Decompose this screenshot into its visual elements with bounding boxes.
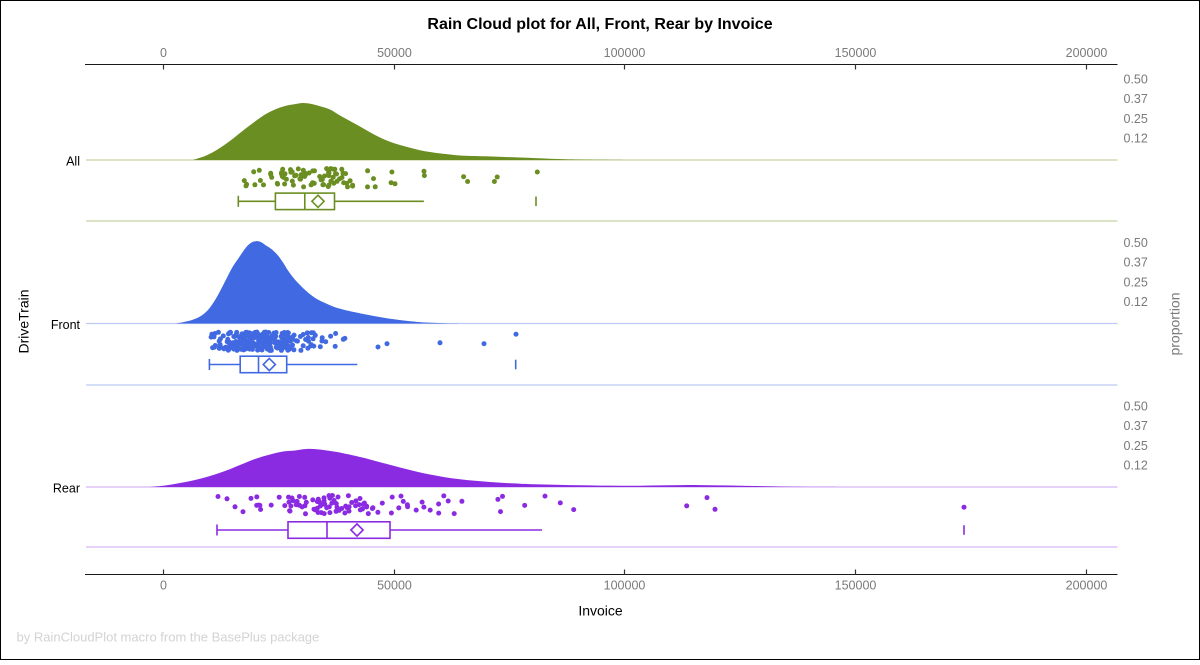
- svg-text:0.37: 0.37: [1124, 92, 1148, 106]
- svg-text:0.25: 0.25: [1124, 112, 1148, 126]
- svg-text:200000: 200000: [1066, 579, 1108, 593]
- svg-text:proportion: proportion: [1167, 292, 1183, 355]
- svg-text:Rear: Rear: [53, 481, 80, 495]
- svg-text:0.37: 0.37: [1124, 256, 1148, 270]
- svg-text:0: 0: [160, 46, 167, 60]
- svg-text:0.50: 0.50: [1124, 73, 1148, 87]
- svg-text:0.37: 0.37: [1124, 419, 1148, 433]
- svg-text:50000: 50000: [377, 46, 412, 60]
- svg-text:Invoice: Invoice: [578, 603, 623, 619]
- svg-text:0.25: 0.25: [1124, 275, 1148, 289]
- svg-text:150000: 150000: [835, 46, 877, 60]
- svg-text:100000: 100000: [604, 579, 646, 593]
- svg-text:0.12: 0.12: [1124, 459, 1148, 473]
- svg-text:All: All: [66, 154, 80, 168]
- svg-text:200000: 200000: [1066, 46, 1108, 60]
- svg-text:0.25: 0.25: [1124, 439, 1148, 453]
- svg-text:150000: 150000: [835, 579, 877, 593]
- svg-text:Front: Front: [51, 318, 81, 332]
- svg-text:0.12: 0.12: [1124, 295, 1148, 309]
- svg-text:50000: 50000: [377, 579, 412, 593]
- svg-text:Rain Cloud plot for All, Front: Rain Cloud plot for All, Front, Rear by …: [427, 16, 772, 33]
- svg-text:by RainCloudPlot macro from th: by RainCloudPlot macro from the BasePlus…: [17, 630, 320, 645]
- svg-text:0.50: 0.50: [1124, 236, 1148, 250]
- svg-text:0.50: 0.50: [1124, 400, 1148, 414]
- svg-text:DriveTrain: DriveTrain: [16, 289, 32, 353]
- svg-text:100000: 100000: [604, 46, 646, 60]
- svg-text:0.12: 0.12: [1124, 132, 1148, 146]
- svg-text:0: 0: [160, 579, 167, 593]
